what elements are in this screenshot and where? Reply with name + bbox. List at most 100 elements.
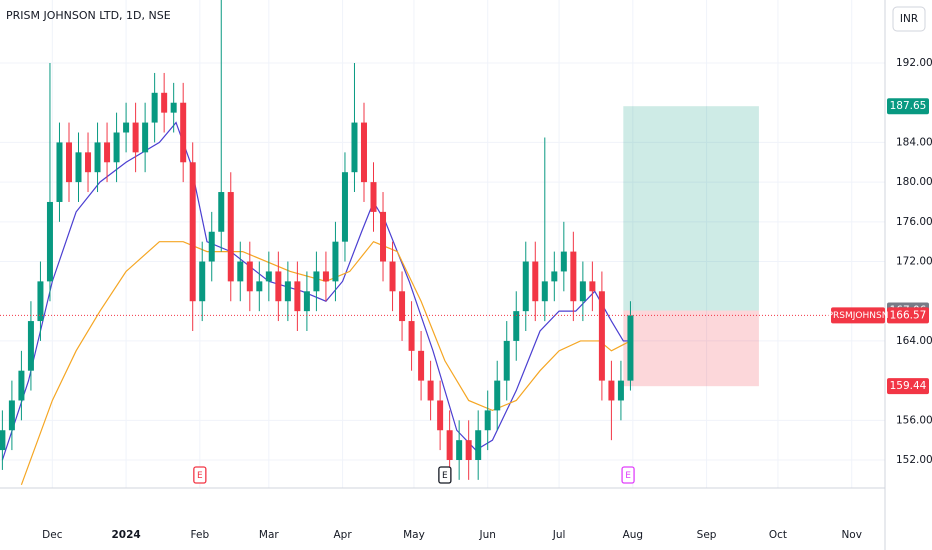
candle-body: [94, 142, 101, 173]
candle-body: [437, 400, 444, 431]
y-tick-label: 172.00: [896, 256, 932, 268]
candle-body: [522, 261, 529, 312]
x-tick-label: Apr: [333, 529, 352, 541]
candle-body: [560, 251, 567, 272]
candle-body: [341, 172, 348, 242]
earnings-marker: [193, 466, 207, 484]
earnings-label: E: [625, 471, 631, 481]
candle-body: [303, 291, 310, 312]
symbol-label: PRSMJOHNSN: [828, 311, 889, 321]
x-tick-label: Jun: [478, 529, 495, 541]
candle-body: [617, 380, 624, 401]
y-tick-label: 152.00: [896, 454, 932, 466]
candle-body: [608, 380, 615, 401]
candle-body: [46, 201, 53, 282]
loss-zone: [623, 310, 759, 387]
stop-label: 159.44: [890, 380, 927, 392]
candle-body: [332, 241, 339, 282]
x-tick-label: Oct: [769, 529, 787, 541]
candle-body: [161, 92, 168, 113]
candle-body: [75, 152, 82, 183]
currency-button[interactable]: [892, 6, 926, 32]
candle-body: [237, 261, 244, 282]
candle-body: [227, 192, 234, 282]
x-tick-label: Nov: [841, 529, 862, 541]
candle-body: [380, 211, 387, 262]
candle-body: [123, 122, 130, 133]
candle-body: [370, 182, 377, 212]
y-tick-label: 192.00: [896, 57, 932, 69]
candle-body: [494, 380, 501, 411]
candle-body: [541, 281, 548, 302]
candle-body: [27, 321, 34, 371]
candle-body: [256, 281, 263, 292]
last-price-badge: [887, 307, 929, 324]
x-tick-label: 2024: [111, 529, 140, 541]
candle-body: [456, 440, 463, 461]
candle-body: [313, 271, 320, 292]
candle-body: [142, 122, 149, 153]
candle-body: [351, 122, 358, 173]
candle-body: [113, 132, 120, 163]
target-label: 187.65: [890, 100, 927, 112]
candle-body: [627, 315, 634, 381]
y-tick-label: 164.00: [896, 335, 932, 347]
earnings-label: E: [442, 471, 448, 481]
x-tick-label: Dec: [42, 529, 63, 541]
candle-body: [0, 430, 6, 451]
candle-body: [246, 261, 253, 292]
candle-body: [132, 122, 139, 153]
candle-body: [598, 291, 605, 381]
candle-body: [56, 142, 63, 202]
moving-average: [20, 240, 631, 486]
stop-badge: [887, 378, 929, 395]
candle-body: [475, 430, 482, 461]
candle-body: [446, 430, 453, 461]
candle-body: [579, 281, 586, 302]
chart-title: PRISM JOHNSON LTD, 1D, NSE: [6, 9, 171, 22]
candle-body: [37, 281, 44, 322]
candle-body: [189, 162, 196, 302]
candle-body: [284, 281, 291, 302]
candle-body: [427, 380, 434, 401]
candle-body: [8, 400, 15, 431]
candle-body: [218, 192, 225, 232]
candle-body: [208, 231, 215, 262]
candle-body: [104, 142, 111, 163]
x-tick-label: Jul: [552, 529, 566, 541]
candle-body: [65, 142, 72, 183]
candle-body: [532, 261, 539, 302]
x-tick-label: Aug: [623, 529, 644, 541]
candle-body: [18, 370, 25, 401]
x-tick-label: Sep: [697, 529, 717, 541]
candle-body: [513, 311, 520, 341]
symbol-badge: [831, 307, 885, 324]
y-tick-label: 184.00: [896, 136, 932, 148]
candle-body: [408, 321, 415, 351]
x-tick-label: May: [403, 529, 425, 541]
candle-body: [265, 271, 272, 282]
candle-body: [322, 271, 329, 282]
y-tick-label: 176.00: [896, 216, 932, 228]
target-badge: [887, 98, 929, 115]
candle-body: [199, 261, 206, 302]
candle-body: [570, 251, 577, 302]
candle-body: [151, 92, 158, 123]
currency[interactable]: INR: [900, 13, 918, 25]
candle-body: [418, 350, 425, 381]
candle-body: [85, 152, 92, 173]
earnings-marker: [621, 466, 635, 484]
earnings-label: E: [197, 471, 203, 481]
candle-body: [484, 410, 491, 431]
candle-body: [360, 122, 367, 183]
x-tick-label: Mar: [259, 529, 279, 541]
candle-body: [180, 102, 187, 163]
candle-body: [275, 271, 282, 302]
profit-zone: [623, 106, 759, 311]
candle-body: [503, 340, 510, 381]
candle-body: [389, 261, 396, 292]
earnings-marker: [438, 466, 452, 484]
candle-body: [294, 281, 301, 312]
